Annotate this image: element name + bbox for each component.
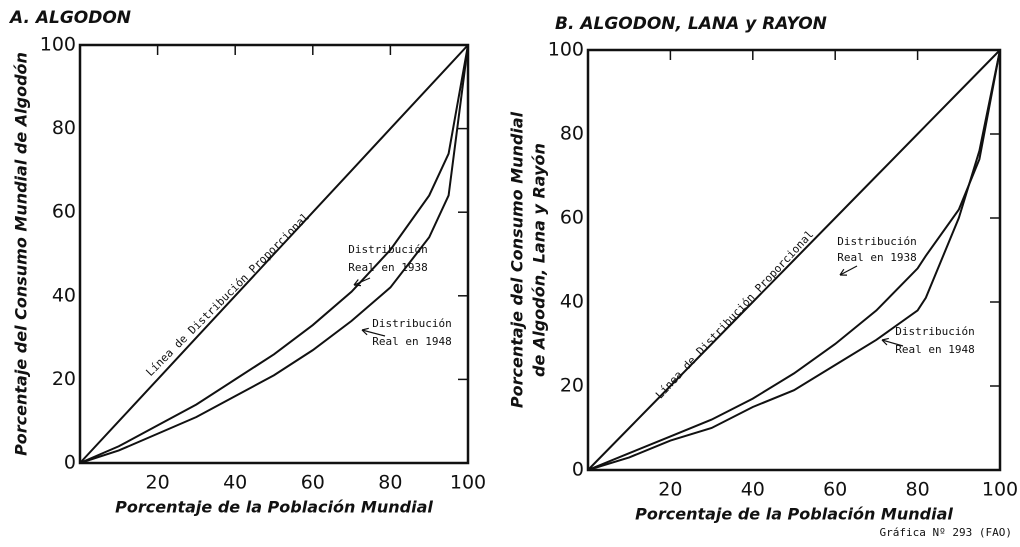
x-tick-label: 100	[982, 479, 1018, 501]
y-tick-label: 80	[52, 117, 76, 139]
y-tick-label: 60	[560, 207, 584, 229]
x-axis-label: Porcentaje de la Población Mundial	[635, 505, 953, 524]
y-tick-label: 40	[560, 291, 584, 313]
series-line	[587, 49, 1001, 471]
y-tick-label: 100	[40, 34, 76, 56]
arrow	[361, 329, 386, 337]
arrow	[839, 265, 858, 276]
arrow-head	[361, 327, 369, 336]
x-tick-label: 100	[450, 472, 486, 494]
annotation: Real en 1948	[895, 343, 974, 356]
x-tick-label: 60	[301, 472, 325, 494]
x-tick-label: 40	[741, 479, 765, 501]
annotation: Distribución	[895, 325, 974, 338]
annotation: Línea de Distribución Proporcional	[143, 210, 311, 378]
arrow-head	[353, 279, 362, 287]
y-tick-label: 20	[52, 368, 76, 390]
x-tick-label: 80	[378, 472, 402, 494]
plot-frame	[78, 43, 470, 465]
plot-frame	[586, 48, 1002, 472]
footer: Gráfica Nº 293 (FAO)	[880, 526, 1012, 539]
y-axis-label: Porcentaje del Consumo Mundial	[508, 111, 527, 408]
x-tick-label: 20	[146, 472, 170, 494]
y-tick-label: 60	[52, 201, 76, 223]
series-line	[79, 44, 469, 464]
y-tick-label: 20	[560, 375, 584, 397]
arrow	[353, 277, 371, 286]
series-line	[587, 49, 1001, 471]
series-line	[79, 44, 469, 464]
annotation: Distribución	[837, 235, 916, 248]
series-line	[587, 49, 1001, 471]
y-tick-label: 40	[52, 284, 76, 306]
y-tick-label: 80	[560, 123, 584, 145]
x-tick-label: 80	[906, 479, 930, 501]
arrow	[881, 339, 904, 347]
chart-title: B. ALGODON, LANA y RAYON	[555, 14, 827, 34]
arrow-head	[839, 268, 848, 276]
annotation: Real en 1948	[372, 335, 451, 348]
arrow-head	[881, 337, 889, 346]
chart-title: A. ALGODON	[8, 8, 131, 28]
y-tick-label: 100	[548, 39, 584, 61]
annotation: Real en 1938	[837, 251, 916, 264]
y-tick-label: 0	[572, 459, 584, 481]
x-axis-label: Porcentaje de la Población Mundial	[115, 498, 433, 517]
annotation: Distribución	[348, 243, 427, 256]
y-tick-label: 0	[64, 452, 76, 474]
x-tick-label: 20	[658, 479, 682, 501]
y-axis-label: Porcentaje del Consumo Mundial de Algodó…	[12, 52, 31, 456]
x-tick-label: 40	[223, 472, 247, 494]
series-line	[79, 44, 469, 464]
annotation: Distribución	[372, 317, 451, 330]
x-tick-label: 60	[823, 479, 847, 501]
y-axis-label: de Algodón, Lana y Rayón	[530, 143, 549, 377]
annotation: Real en 1938	[348, 261, 427, 274]
